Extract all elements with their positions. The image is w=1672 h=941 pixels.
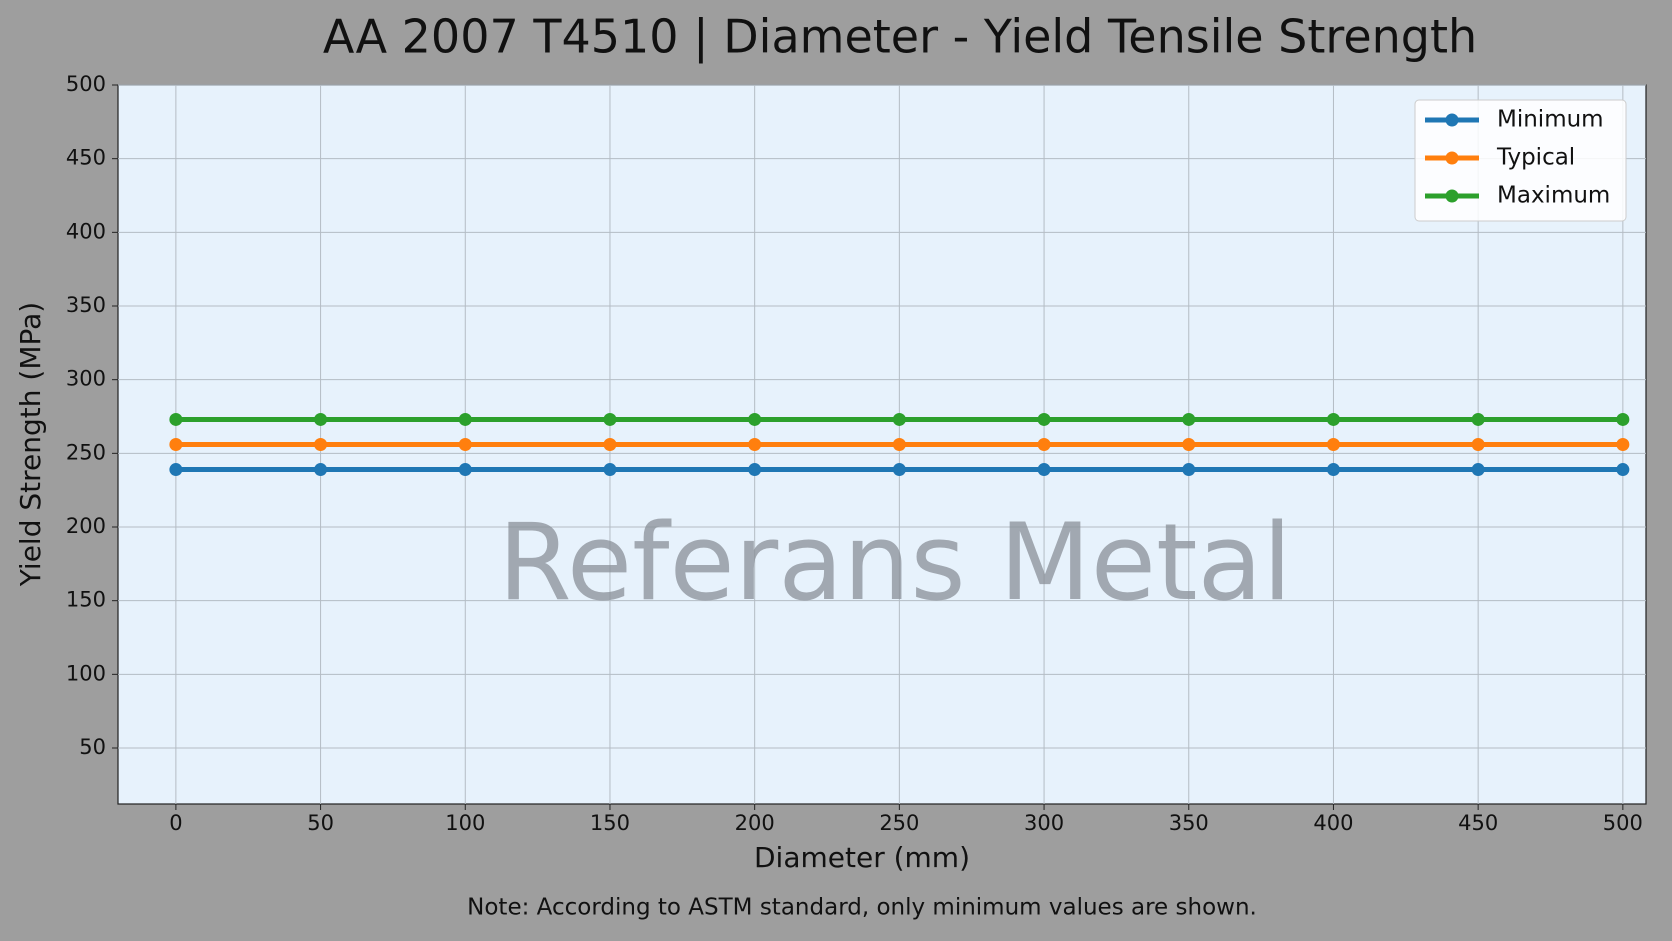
y-tick-label: 200 <box>66 514 106 538</box>
point <box>892 438 906 451</box>
point <box>603 463 617 477</box>
point <box>603 412 617 426</box>
x-tick-label: 500 <box>1603 811 1643 835</box>
point <box>169 438 183 451</box>
y-tick-label: 350 <box>66 293 106 317</box>
x-axis-label: Diameter (mm) <box>754 841 970 874</box>
point <box>748 463 762 477</box>
point <box>1326 438 1340 451</box>
y-tick-label: 100 <box>66 661 106 685</box>
point <box>892 412 906 426</box>
legend-label: Typical <box>1496 145 1575 171</box>
point <box>458 412 472 426</box>
point <box>169 463 183 477</box>
x-tick-label: 400 <box>1313 811 1353 835</box>
point <box>169 412 183 426</box>
x-tick-label: 450 <box>1458 811 1498 835</box>
point <box>314 463 328 477</box>
watermark: Referans Metal <box>498 501 1292 624</box>
x-tick-label: 300 <box>1024 811 1064 835</box>
point <box>458 463 472 477</box>
point <box>892 463 906 477</box>
x-tick-label: 150 <box>590 811 630 835</box>
y-tick-label: 450 <box>66 146 106 170</box>
x-tick-label: 100 <box>445 811 485 835</box>
point <box>1616 463 1630 477</box>
y-tick-label: 400 <box>66 219 106 243</box>
point <box>748 438 762 451</box>
x-tick-label: 350 <box>1169 811 1209 835</box>
y-tick-label: 50 <box>79 735 106 759</box>
point <box>1326 463 1340 477</box>
x-tick-label: 50 <box>307 811 334 835</box>
legend-label: Maximum <box>1497 183 1610 209</box>
x-tick-label: 200 <box>735 811 775 835</box>
x-tick-label: 250 <box>879 811 919 835</box>
point <box>1471 463 1485 477</box>
point <box>1616 438 1630 451</box>
legend-marker <box>1445 189 1459 203</box>
y-tick-label: 150 <box>66 588 106 612</box>
y-tick-label: 500 <box>66 72 106 96</box>
x-tick-label: 0 <box>169 811 182 835</box>
note: Note: According to ASTM standard, only m… <box>467 895 1257 921</box>
legend-marker <box>1445 151 1459 165</box>
point <box>1616 412 1630 426</box>
point <box>314 438 328 451</box>
point <box>1037 438 1051 451</box>
y-tick-label: 250 <box>66 440 106 464</box>
point <box>1182 412 1196 426</box>
legend-label: Minimum <box>1497 107 1604 133</box>
point <box>1471 412 1485 426</box>
legend-box <box>1414 99 1627 222</box>
point <box>458 438 472 451</box>
point <box>603 438 617 451</box>
point <box>1326 412 1340 426</box>
legend-marker <box>1445 113 1459 127</box>
point <box>748 412 762 426</box>
chart-title: AA 2007 T4510 | Diameter - Yield Tensile… <box>323 10 1477 65</box>
point <box>314 412 328 426</box>
point <box>1037 463 1051 477</box>
point <box>1471 438 1485 451</box>
y-axis-label: Yield Strength (MPa) <box>14 302 47 587</box>
y-tick-label: 300 <box>66 367 106 391</box>
point <box>1182 438 1196 451</box>
point <box>1182 463 1196 477</box>
point <box>1037 412 1051 426</box>
